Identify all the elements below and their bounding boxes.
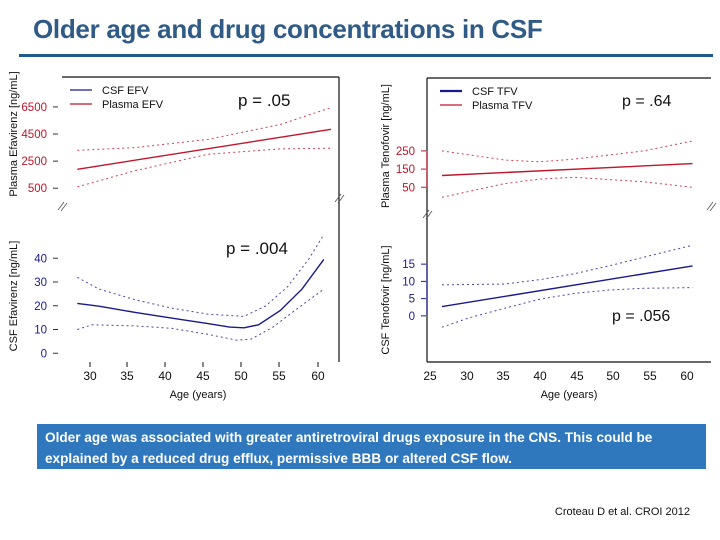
p-value-label: p = .004 — [226, 239, 288, 258]
series-line-csf — [441, 265, 693, 308]
x-tick-label: 25 — [423, 369, 437, 383]
y-tick-label: 500 — [28, 183, 47, 195]
legend-label-plasma: Plasma TFV — [472, 100, 533, 112]
y-axis-label: CSF Tenofovir [ng/mL] — [380, 245, 392, 354]
y-axis-label: Plasma Tenofovir [ng/mL] — [380, 84, 392, 208]
y-tick-label: 20 — [34, 301, 47, 313]
p-value-label: p = .056 — [612, 308, 670, 325]
x-tick-label: 45 — [196, 369, 210, 383]
x-tick-label: 55 — [643, 369, 657, 383]
y-tick-label: 5 — [409, 294, 415, 306]
y-tick-label: 10 — [402, 276, 415, 288]
y-tick-label: 4500 — [21, 129, 47, 141]
x-tick-label: 55 — [272, 369, 286, 383]
legend: CSF TFV Plasma TFV — [440, 86, 533, 112]
axis-break-right — [706, 201, 717, 212]
y-tick-label: 250 — [396, 146, 415, 158]
x-tick-label: 50 — [234, 369, 248, 383]
x-tick-label: 40 — [533, 369, 547, 383]
p-value-label: p = .64 — [622, 93, 671, 110]
y-axis-label: Plasma Efavirenz [ng/mL] — [8, 71, 20, 196]
ci-line-csf — [441, 244, 693, 286]
legend: CSF EFV Plasma EFV — [70, 85, 164, 111]
y-tick-label: 2500 — [21, 156, 47, 168]
panel-csf: 0 10 20 30 40 CSF Efavirenz [ng/mL] p = .004 — [8, 234, 325, 360]
y-tick-label: 150 — [396, 164, 415, 176]
x-tick-label: 40 — [158, 369, 172, 383]
citation: Croteau D et al. CROI 2012 — [554, 506, 690, 518]
conclusion-callout: Older age was associated with greater an… — [37, 424, 706, 469]
x-tick-label: 35 — [496, 369, 510, 383]
x-tick-label: 45 — [570, 369, 584, 383]
y-tick-label: 30 — [34, 277, 47, 289]
p-value-label: p = .05 — [238, 91, 290, 110]
series-line-plasma — [77, 128, 332, 170]
axis-break-right — [334, 193, 345, 204]
y-tick-label: 40 — [34, 253, 47, 265]
series-line-csf — [77, 258, 325, 329]
legend-label-csf: CSF EFV — [102, 85, 149, 97]
series-line-plasma — [441, 162, 693, 177]
x-axis-label: Age (years) — [541, 389, 598, 401]
x-axis-label: Age (years) — [170, 389, 227, 401]
y-tick-label: 6500 — [21, 102, 47, 114]
slide-title: Older age and drug concentrations in CSF — [33, 14, 543, 44]
axis-break-left — [57, 201, 68, 212]
legend-label-csf: CSF TFV — [472, 86, 518, 98]
y-tick-label: 0 — [41, 348, 47, 360]
chart-efavirenz: 30 35 40 45 50 55 60 Age (years) CSF EFV Plasma E… — [8, 71, 345, 401]
panel-plasma: 50 150 250 Plasma Tenofovir [ng/mL] p = .64 — [380, 84, 717, 220]
ci-line-csf — [441, 287, 693, 328]
ci-line-csf — [77, 288, 325, 341]
x-tick-label: 60 — [311, 369, 325, 383]
axis-break-left — [422, 209, 433, 220]
y-tick-label: 0 — [409, 311, 415, 323]
y-tick-label: 50 — [402, 182, 415, 194]
ci-line-plasma — [77, 147, 332, 188]
ci-line-plasma — [441, 140, 693, 163]
y-tick-label: 15 — [402, 259, 415, 271]
y-tick-label: 10 — [34, 325, 47, 337]
title-divider — [19, 54, 713, 57]
legend-label-plasma: Plasma EFV — [102, 99, 164, 111]
panel-csf: 0 5 10 15 CSF Tenofovir [ng/mL] p = .056 — [380, 244, 693, 355]
ci-line-plasma — [441, 176, 693, 198]
x-tick-label: 60 — [680, 369, 694, 383]
x-tick-label: 30 — [83, 369, 97, 383]
x-tick-label: 50 — [606, 369, 620, 383]
x-tick-label: 35 — [120, 369, 134, 383]
ci-line-plasma — [77, 107, 332, 151]
x-tick-label: 30 — [460, 369, 474, 383]
y-axis-label: CSF Efavirenz [ng/mL] — [8, 241, 20, 352]
